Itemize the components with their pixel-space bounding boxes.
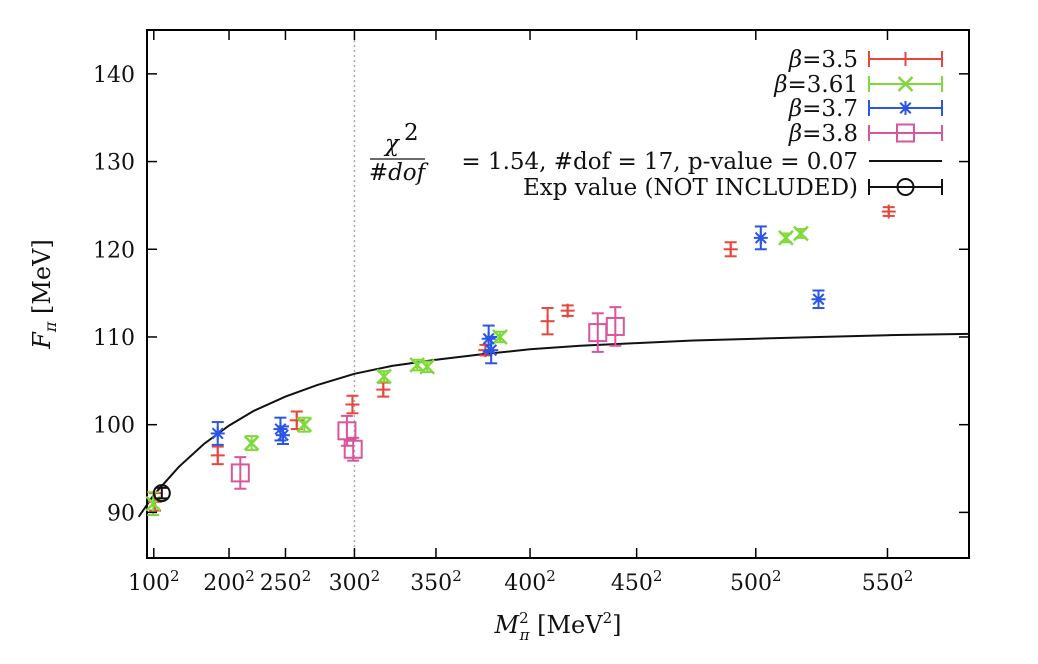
- data-point: [152, 484, 171, 503]
- data-point: [605, 306, 625, 347]
- data-point: [337, 414, 357, 447]
- marker-square: [230, 463, 250, 483]
- data-point: [419, 358, 436, 375]
- data-point: [881, 204, 896, 219]
- marker-d2: [482, 332, 495, 345]
- legend-label: β=3.7: [788, 96, 858, 122]
- y-axis-label: Fπ [MeV]: [28, 239, 60, 350]
- marker-d2: [793, 225, 809, 242]
- data-point: [210, 421, 225, 446]
- x-tick-label: 3502: [410, 567, 462, 596]
- series-3: [230, 306, 625, 490]
- x-axis: 1002 2002 2502 3002 3502 4002 4502 5002 5502: [128, 30, 913, 596]
- plot-frame: [146, 29, 970, 559]
- data-point: [540, 307, 555, 336]
- marker-d2: [211, 427, 224, 440]
- y-tick-label: 110: [93, 326, 135, 351]
- legend-entry-fit: χ 2 #dof = 1.54, #dof = 17, p-value = 0.07: [369, 120, 942, 186]
- legend-label: β=3.5: [788, 47, 858, 73]
- marker-circle: [896, 178, 915, 196]
- marker-d2: [419, 358, 436, 375]
- data-layer: [145, 204, 896, 517]
- marker-d2: [376, 368, 392, 385]
- y-tick-label: 130: [93, 151, 135, 176]
- legend-entry: β=3.5: [788, 47, 943, 73]
- series-4: [152, 484, 171, 503]
- marker-d2: [276, 429, 289, 442]
- data-point: [230, 456, 250, 490]
- marker-square: [337, 421, 357, 441]
- legend-entry-exp: Exp value (NOT INCLUDED): [523, 175, 943, 201]
- legend-label: Exp value (NOT INCLUDED): [523, 175, 858, 201]
- data-point: [753, 225, 768, 251]
- marker-d2: [778, 229, 794, 246]
- x-tick-label: 2002: [203, 567, 255, 596]
- x-tick-label: 4502: [611, 567, 663, 596]
- legend-fit-denominator: #dof: [369, 160, 429, 186]
- x-tick-label: 2502: [260, 567, 312, 596]
- data-point: [588, 312, 608, 353]
- x-tick-label: 1002: [128, 567, 180, 596]
- data-point: [778, 229, 794, 246]
- y-tick-label: 100: [93, 414, 135, 439]
- data-point: [484, 335, 499, 365]
- legend-entry: β=3.8: [788, 121, 943, 147]
- marker-d2: [485, 344, 498, 357]
- plot-area: [146, 29, 970, 559]
- marker-square: [896, 123, 915, 143]
- legend-label: β=3.61: [773, 72, 858, 98]
- x-tick-label: 4002: [504, 567, 556, 596]
- data-point: [492, 329, 508, 345]
- marker-d2: [897, 76, 914, 92]
- marker-d2: [296, 416, 313, 433]
- series-0: [148, 204, 896, 512]
- legend-entry: β=3.61: [773, 72, 943, 98]
- marker-square: [343, 439, 363, 459]
- y-tick-label: 140: [93, 63, 135, 88]
- legend-label: β=3.8: [788, 121, 858, 147]
- x-tick-label: 5002: [730, 567, 782, 596]
- legend-fit-label: = 1.54, #dof = 17, p-value = 0.07: [461, 149, 858, 175]
- data-point: [243, 435, 260, 452]
- data-point: [376, 368, 392, 385]
- x-axis-label: M2 π [MeV2]: [493, 609, 621, 644]
- series-1: [145, 225, 809, 517]
- marker-circle: [152, 484, 171, 503]
- marker-d2: [812, 293, 825, 306]
- y-axis: 90 100 110 120 130 140: [93, 63, 969, 526]
- legend-fit-chi: χ: [383, 131, 401, 157]
- legend-entry: β=3.7: [788, 96, 943, 122]
- marker-d2: [492, 329, 508, 345]
- data-point: [343, 436, 363, 462]
- data-point: [723, 241, 738, 258]
- marker-d2: [754, 231, 767, 244]
- legend: β=3.5β=3.61β=3.7β=3.8 χ 2 #dof = 1.54, #dof …: [369, 47, 943, 201]
- marker-d2: [243, 435, 260, 451]
- marker-d2: [899, 102, 912, 114]
- y-tick-label: 120: [93, 238, 135, 263]
- data-point: [345, 394, 360, 415]
- marker-square: [605, 316, 625, 336]
- x-tick-label: 3002: [329, 567, 381, 596]
- series-2: [210, 225, 826, 446]
- data-point: [560, 303, 575, 318]
- data-point: [275, 425, 290, 445]
- legend-fit-exp: 2: [404, 120, 419, 146]
- data-point: [296, 416, 313, 433]
- x-tick-label: 5502: [862, 567, 914, 596]
- data-point: [811, 289, 826, 310]
- data-point: [793, 225, 809, 242]
- data-point: [210, 445, 225, 466]
- y-tick-label: 90: [107, 501, 135, 526]
